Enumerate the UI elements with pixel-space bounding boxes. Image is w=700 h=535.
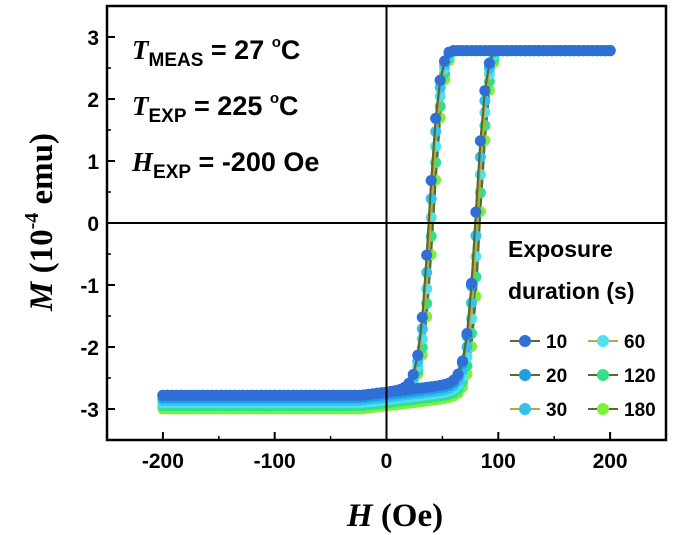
legend-marker <box>597 335 609 347</box>
x-tick-label: -100 <box>254 450 296 473</box>
data-point <box>466 277 477 289</box>
data-point <box>604 45 616 57</box>
data-point <box>474 135 486 147</box>
legend-title-line1: Exposure <box>508 236 613 262</box>
legend-label: 180 <box>624 400 656 421</box>
data-point <box>479 85 491 97</box>
y-tick-label: -1 <box>80 275 99 298</box>
annotation-h-exp: HEXP = -200 Oe <box>131 147 319 183</box>
legend-item-60: 60 <box>588 332 645 353</box>
data-point <box>474 151 486 163</box>
legend-marker <box>519 369 531 381</box>
x-axis-title: H (Oe) <box>346 498 443 534</box>
legend-item-180: 180 <box>588 400 656 421</box>
legend-item-120: 120 <box>588 366 656 387</box>
legend-title-line2: duration (s) <box>508 278 635 304</box>
legend-label: 30 <box>546 400 567 421</box>
annotation-t-exp: TEXP = 225 oC <box>132 90 299 127</box>
annotation-block: TMEAS = 27 oC TEXP = 225 oC HEXP = -200 … <box>131 34 319 183</box>
y-tick-label: 3 <box>87 27 99 50</box>
legend-items: 10 20 30 60 120 180 <box>510 332 656 421</box>
data-point <box>407 369 419 380</box>
data-point <box>416 323 428 335</box>
data-point <box>439 55 451 67</box>
data-point <box>434 74 446 86</box>
x-tick-label: 0 <box>381 450 393 473</box>
legend-marker <box>519 335 531 347</box>
x-tick-label: -200 <box>142 450 184 473</box>
data-point <box>443 46 455 58</box>
y-tick-label: 1 <box>87 151 99 174</box>
ticks-layer: -200 -100 0 100 200 -3 -2 -1 0 1 2 3 <box>80 5 667 473</box>
legend-label: 60 <box>624 332 645 353</box>
data-point <box>466 297 477 309</box>
y-tick-label: -3 <box>80 399 99 422</box>
legend: Exposure duration (s) 10 20 30 60 120 180 <box>508 236 656 421</box>
series-layer <box>157 45 616 415</box>
data-point <box>425 175 437 186</box>
legend-label: 10 <box>546 332 567 353</box>
data-point <box>483 57 495 69</box>
legend-item-30: 30 <box>510 400 567 421</box>
data-point <box>425 193 437 205</box>
y-axis-title: M (10-4 emu) <box>21 133 60 312</box>
series-10 <box>157 45 616 401</box>
data-point <box>461 328 473 339</box>
x-tick-label: 200 <box>593 450 628 473</box>
y-tick-label: 0 <box>87 213 99 236</box>
legend-marker <box>597 369 609 381</box>
data-point <box>430 112 442 124</box>
x-tick-label: 100 <box>481 450 516 473</box>
legend-marker <box>597 403 609 415</box>
y-tick-label: 2 <box>87 89 99 112</box>
annotation-t-meas: TMEAS = 27 oC <box>132 34 300 71</box>
y-tick-label: -2 <box>80 337 99 360</box>
data-point <box>416 311 428 323</box>
legend-item-20: 20 <box>510 366 567 387</box>
legend-label: 20 <box>546 366 567 387</box>
data-point <box>452 368 464 380</box>
data-point <box>421 249 433 261</box>
legend-item-10: 10 <box>510 332 567 353</box>
data-point <box>412 349 424 361</box>
legend-marker <box>519 403 531 415</box>
data-point <box>470 230 482 242</box>
data-point <box>421 267 433 278</box>
data-point <box>470 206 482 218</box>
data-point <box>457 355 468 367</box>
legend-label: 120 <box>624 366 656 387</box>
